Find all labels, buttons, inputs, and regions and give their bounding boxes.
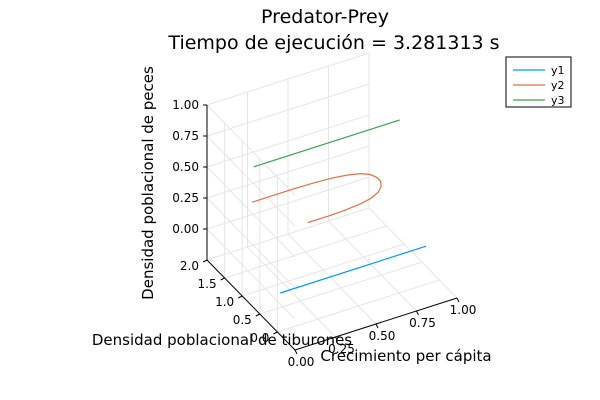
grid-line	[277, 279, 440, 333]
y-tick-label: 2.0	[180, 259, 199, 273]
y-tick-label: 0.0	[250, 331, 269, 345]
y-axis-label: Densidad poblacional de tiburones	[92, 331, 352, 349]
grid-line	[259, 261, 422, 315]
grid-line	[224, 225, 387, 279]
y-axis-line	[206, 259, 296, 351]
y-tick-label: 1.5	[198, 277, 217, 291]
chart-title-line1: Predator-Prey	[261, 6, 389, 28]
x-tick	[375, 323, 379, 329]
grid-line	[206, 145, 370, 199]
z-tick-label: 0.75	[172, 129, 199, 143]
series-line-y3	[253, 119, 400, 168]
x-tick-label: 0.75	[409, 316, 436, 330]
grid-line	[206, 83, 370, 137]
legend-label-y2: y2	[551, 79, 565, 92]
grid-line	[368, 207, 458, 299]
y-tick	[202, 259, 208, 263]
series-line-y2	[251, 172, 382, 224]
grid-line	[328, 220, 417, 312]
grid-line	[247, 246, 336, 338]
x-tick	[416, 310, 419, 316]
grid-line	[287, 233, 377, 325]
legend-label-y1: y1	[551, 64, 565, 77]
y-tick	[237, 295, 243, 299]
x-tick-label: 0.25	[328, 342, 355, 356]
z-axis-label: Densidad poblacional de peces	[139, 66, 157, 300]
grid	[206, 52, 458, 351]
z-tick-label: 1.00	[172, 98, 199, 112]
z-tick-label: 0.25	[172, 191, 199, 205]
grid-line	[206, 104, 296, 196]
y-tick	[220, 277, 225, 281]
grid-line	[206, 176, 370, 230]
chart-title-line2: Tiempo de ejecución = 3.281313 s	[167, 32, 499, 54]
y-tick-label: 0.5	[233, 313, 252, 327]
grid-line	[206, 166, 296, 258]
grid-line	[206, 52, 370, 106]
tick-labels: 0.00 0.25 0.50 0.75 1.00 0.0 0.5 1.0 1.5 2.0 0.00 0…	[172, 98, 476, 369]
series-line-y1	[280, 245, 427, 294]
axes	[202, 104, 460, 355]
grid-line	[206, 114, 370, 168]
x-tick	[335, 336, 338, 342]
x-axis-label: Crecimiento per cápita	[320, 347, 491, 365]
z-tick-label: 0.00	[172, 222, 199, 236]
grid-line	[206, 197, 296, 289]
y-tick	[273, 331, 278, 335]
series-lines	[251, 119, 427, 294]
z-tick-label: 0.50	[172, 160, 199, 174]
y-tick-label: 1.0	[215, 295, 234, 309]
x-tick-label: 1.00	[450, 303, 477, 317]
x-tick-label: 0.50	[369, 329, 396, 343]
x-tick	[294, 349, 298, 355]
y-tick	[255, 313, 261, 317]
grid-line	[206, 207, 370, 261]
x-tick-label: 0.00	[288, 355, 315, 369]
grid-line	[242, 243, 405, 297]
legend: y1 y2 y3	[505, 56, 572, 108]
grid-line	[206, 135, 296, 227]
grid-line	[206, 228, 296, 320]
x-tick	[456, 297, 460, 303]
legend-box	[505, 56, 572, 108]
legend-label-y3: y3	[551, 94, 565, 107]
